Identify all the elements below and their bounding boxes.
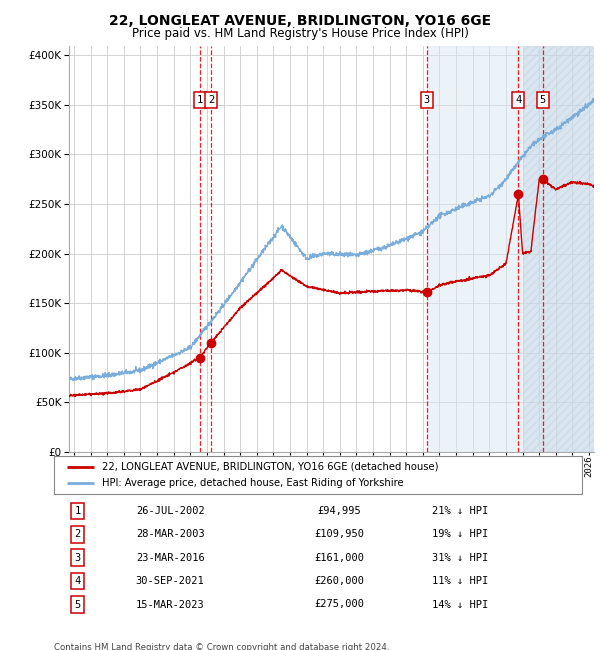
Text: £275,000: £275,000: [314, 599, 364, 610]
Text: 26-JUL-2002: 26-JUL-2002: [136, 506, 205, 516]
Text: 21% ↓ HPI: 21% ↓ HPI: [433, 506, 488, 516]
Text: £260,000: £260,000: [314, 576, 364, 586]
Text: 31% ↓ HPI: 31% ↓ HPI: [433, 552, 488, 563]
Text: 5: 5: [74, 599, 81, 610]
Text: 4: 4: [74, 576, 81, 586]
Text: 4: 4: [515, 95, 521, 105]
Text: HPI: Average price, detached house, East Riding of Yorkshire: HPI: Average price, detached house, East…: [101, 478, 403, 488]
Text: 22, LONGLEAT AVENUE, BRIDLINGTON, YO16 6GE: 22, LONGLEAT AVENUE, BRIDLINGTON, YO16 6…: [109, 14, 491, 29]
Text: 2: 2: [74, 529, 81, 539]
Bar: [427, 46, 594, 452]
Text: 23-MAR-2016: 23-MAR-2016: [136, 552, 205, 563]
Bar: [523, 46, 594, 452]
Text: Contains HM Land Registry data © Crown copyright and database right 2024.
This d: Contains HM Land Registry data © Crown c…: [54, 643, 389, 650]
Text: 22, LONGLEAT AVENUE, BRIDLINGTON, YO16 6GE (detached house): 22, LONGLEAT AVENUE, BRIDLINGTON, YO16 6…: [101, 462, 438, 472]
Text: £109,950: £109,950: [314, 529, 364, 539]
Text: £94,995: £94,995: [317, 506, 361, 516]
Text: 2: 2: [208, 95, 214, 105]
Text: 14% ↓ HPI: 14% ↓ HPI: [433, 599, 488, 610]
Text: 3: 3: [424, 95, 430, 105]
Text: 28-MAR-2003: 28-MAR-2003: [136, 529, 205, 539]
Text: 3: 3: [74, 552, 81, 563]
Text: 19% ↓ HPI: 19% ↓ HPI: [433, 529, 488, 539]
Text: £161,000: £161,000: [314, 552, 364, 563]
Text: 30-SEP-2021: 30-SEP-2021: [136, 576, 205, 586]
Text: 5: 5: [539, 95, 546, 105]
Text: 11% ↓ HPI: 11% ↓ HPI: [433, 576, 488, 586]
Text: 15-MAR-2023: 15-MAR-2023: [136, 599, 205, 610]
Text: Price paid vs. HM Land Registry's House Price Index (HPI): Price paid vs. HM Land Registry's House …: [131, 27, 469, 40]
Text: 1: 1: [197, 95, 203, 105]
Text: 1: 1: [74, 506, 81, 516]
